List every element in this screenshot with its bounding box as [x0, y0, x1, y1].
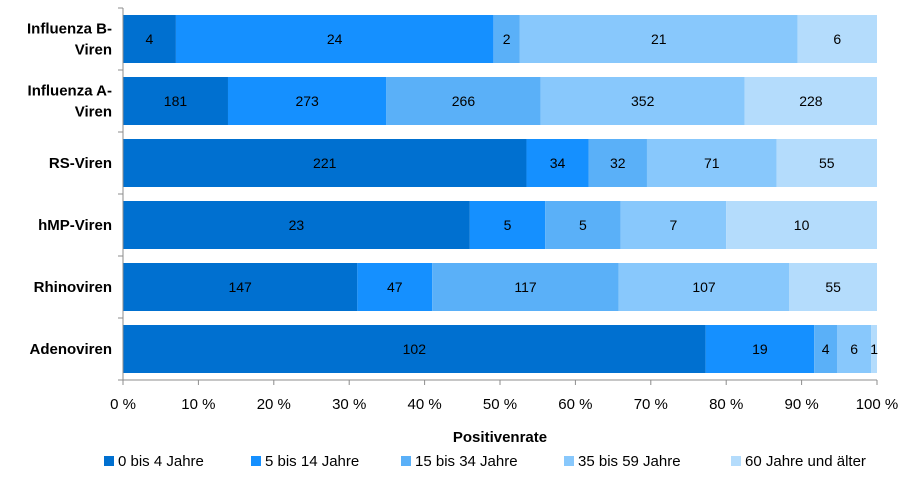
- legend-swatch: [251, 456, 261, 466]
- data-label: 221: [313, 155, 337, 171]
- data-label: 4: [822, 341, 830, 357]
- legend-swatch: [104, 456, 114, 466]
- data-label: 2: [503, 31, 511, 47]
- legend-label: 5 bis 14 Jahre: [265, 453, 359, 470]
- axes-group: [118, 7, 878, 385]
- x-tick-label: 90 %: [784, 396, 818, 413]
- legend-label: 15 bis 34 Jahre: [415, 453, 518, 470]
- x-tick-label: 100 %: [856, 396, 899, 413]
- data-label: 181: [164, 93, 188, 109]
- bar-segment: [726, 201, 877, 249]
- data-label: 117: [514, 279, 537, 295]
- data-label: 55: [825, 279, 841, 295]
- legend: 0 bis 4 Jahre 5 bis 14 Jahre 15 bis 34 Jah…: [104, 453, 866, 470]
- data-label: 228: [799, 93, 823, 109]
- x-tick-label: 0 %: [110, 396, 136, 413]
- legend-swatch: [401, 456, 411, 466]
- bar-segment: [123, 263, 358, 311]
- legend-swatch: [564, 456, 574, 466]
- x-tick-label: 40 %: [407, 396, 441, 413]
- bar-segment: [618, 263, 790, 311]
- x-tick-label: 50 %: [483, 396, 517, 413]
- data-label: 10: [794, 217, 810, 233]
- category-label: RS-Viren: [49, 155, 112, 172]
- bar-segment: [123, 325, 706, 373]
- bar-segment: [646, 139, 777, 187]
- data-label: 147: [228, 279, 252, 295]
- data-label: 23: [289, 217, 305, 233]
- data-label: 47: [387, 279, 403, 295]
- bar-segment: [493, 15, 520, 63]
- legend-swatch: [731, 456, 741, 466]
- bar-segment: [789, 263, 877, 311]
- x-tick-label: 80 %: [709, 396, 743, 413]
- data-label: 7: [670, 217, 678, 233]
- x-tick-label: 70 %: [634, 396, 668, 413]
- bar-segment: [837, 325, 872, 373]
- bar-segment: [797, 15, 877, 63]
- data-label: 266: [452, 93, 476, 109]
- data-label: 55: [819, 155, 835, 171]
- data-label: 24: [327, 31, 343, 47]
- legend-label: 35 bis 59 Jahre: [578, 453, 681, 470]
- category-label: Influenza A-Viren: [28, 83, 112, 121]
- bar-segment: [620, 201, 727, 249]
- bar-segment: [123, 139, 527, 187]
- bar-segment: [814, 325, 838, 373]
- bar-segment: [123, 77, 228, 125]
- x-axis-title: Positivenrate: [453, 429, 547, 446]
- data-label: 102: [403, 341, 427, 357]
- legend-label: 60 Jahre und älter: [745, 453, 866, 470]
- bar-segment: [123, 201, 470, 249]
- bar-segment: [386, 77, 541, 125]
- bar-segment: [519, 15, 798, 63]
- bar-segment: [432, 263, 619, 311]
- x-tick-label: 60 %: [558, 396, 592, 413]
- data-label: 5: [504, 217, 512, 233]
- category-label: Influenza B-Viren: [27, 21, 112, 59]
- category-label: Rhinoviren: [34, 279, 112, 296]
- x-tick-label: 10 %: [181, 396, 215, 413]
- data-label: 34: [550, 155, 566, 171]
- data-label: 71: [704, 155, 720, 171]
- data-label: 1: [870, 341, 878, 357]
- bar-segment: [123, 15, 176, 63]
- data-label: 32: [610, 155, 626, 171]
- bar-segment: [540, 77, 745, 125]
- data-label: 352: [631, 93, 655, 109]
- data-label: 4: [146, 31, 154, 47]
- x-tick-labels-group: 0 % 10 % 20 % 30 % 40 % 50 % 60 % 70 % 80 % 90 % 1…: [110, 396, 898, 413]
- bar-segment: [776, 139, 877, 187]
- data-label: 5: [579, 217, 587, 233]
- bars-group: [123, 15, 877, 373]
- data-label: 6: [850, 341, 858, 357]
- legend-label: 0 bis 4 Jahre: [118, 453, 204, 470]
- bar-segment: [526, 139, 589, 187]
- data-label: 21: [651, 31, 667, 47]
- x-tick-label: 30 %: [332, 396, 366, 413]
- category-labels-group: Influenza B-Viren Influenza A-Viren RS-Vir…: [27, 21, 112, 359]
- bar-segment: [469, 201, 546, 249]
- bar-segment: [227, 77, 387, 125]
- bar-segment: [545, 201, 621, 249]
- bar-segment: [588, 139, 647, 187]
- bar-segment: [871, 325, 877, 373]
- category-label: hMP-Viren: [38, 217, 112, 234]
- bar-segment: [175, 15, 494, 63]
- bar-segment: [705, 325, 815, 373]
- data-label: 19: [752, 341, 768, 357]
- x-tick-label: 20 %: [257, 396, 291, 413]
- data-label: 107: [692, 279, 716, 295]
- bar-segment: [357, 263, 433, 311]
- category-label: Adenoviren: [29, 341, 112, 358]
- bar-segment: [744, 77, 877, 125]
- data-label: 6: [833, 31, 841, 47]
- data-label: 273: [295, 93, 319, 109]
